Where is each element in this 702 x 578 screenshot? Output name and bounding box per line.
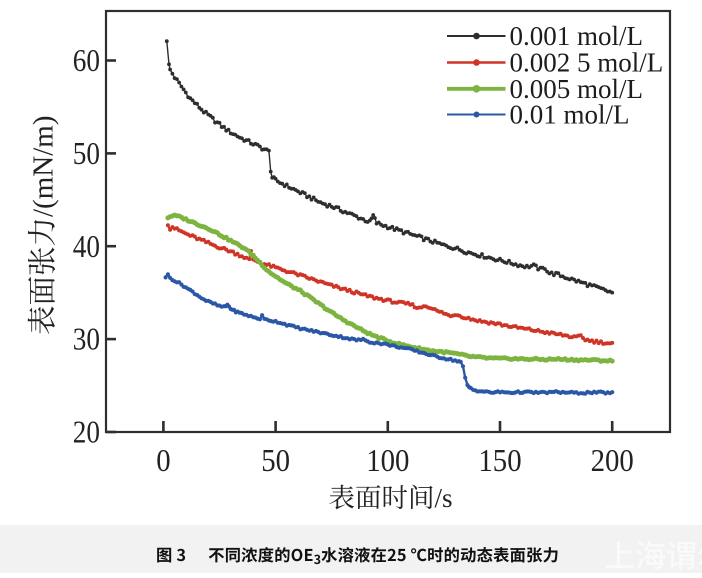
- svg-text:150: 150: [478, 443, 521, 479]
- svg-text:0.002 5 mol/L: 0.002 5 mol/L: [510, 48, 664, 78]
- svg-text:30: 30: [73, 323, 100, 357]
- svg-text:/s: /s: [435, 483, 453, 513]
- svg-text:50: 50: [73, 137, 100, 171]
- svg-text:0.001 mol/L: 0.001 mol/L: [510, 21, 644, 51]
- svg-text:40: 40: [73, 230, 100, 264]
- svg-text:0.005 mol/L: 0.005 mol/L: [510, 74, 644, 104]
- svg-text:200: 200: [591, 443, 634, 479]
- svg-text:100: 100: [366, 443, 409, 479]
- svg-text:/(mN/m): /(mN/m): [28, 116, 60, 218]
- svg-text:20: 20: [73, 416, 100, 450]
- svg-text:0.01 mol/L: 0.01 mol/L: [510, 100, 630, 130]
- svg-text:50: 50: [261, 443, 290, 479]
- svg-text:60: 60: [73, 44, 100, 78]
- svg-text:0: 0: [156, 443, 170, 479]
